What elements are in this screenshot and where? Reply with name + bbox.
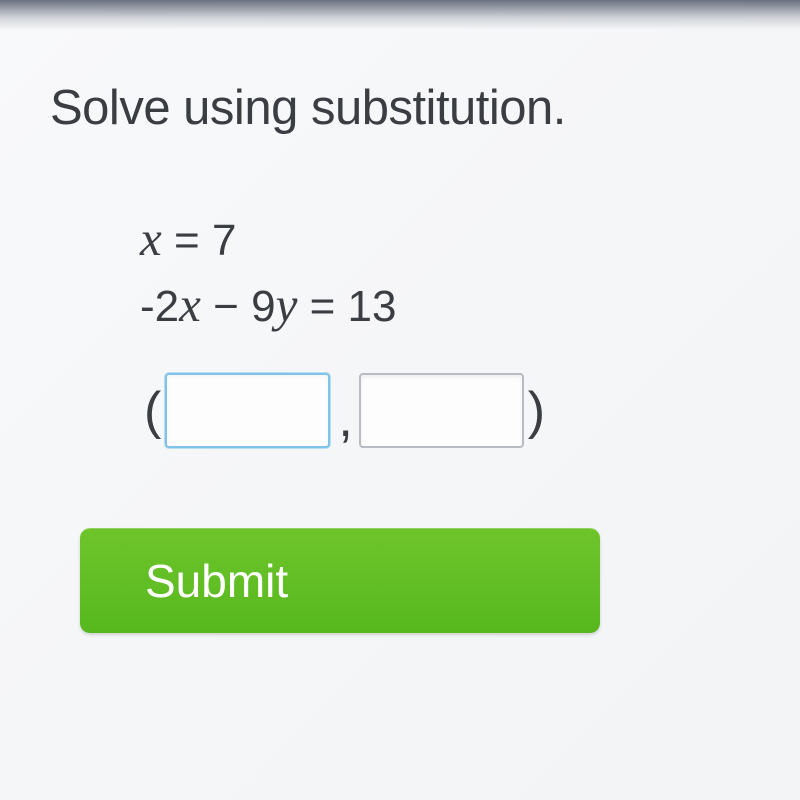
question-title: Solve using substitution. — [50, 80, 750, 136]
open-paren: ( — [140, 381, 165, 441]
eq2-var1: x — [179, 277, 201, 332]
eq2-coef2: 9 — [251, 282, 275, 331]
x-answer-input[interactable] — [165, 373, 330, 448]
answer-comma: , — [330, 391, 358, 448]
eq1-rhs: 7 — [212, 216, 236, 265]
eq1-equals: = — [174, 216, 200, 265]
eq2-rhs: 13 — [348, 282, 397, 331]
eq2-op: − — [213, 282, 239, 331]
y-answer-input[interactable] — [359, 373, 524, 448]
equation-2: -2x − 9y = 13 — [140, 272, 750, 338]
equations-block: x = 7 -2x − 9y = 13 — [140, 206, 750, 338]
answer-row: ( , ) — [140, 373, 750, 448]
submit-button[interactable]: Submit — [80, 528, 600, 633]
equation-1: x = 7 — [140, 206, 750, 272]
eq2-var2: y — [276, 277, 298, 332]
eq1-var: x — [140, 211, 162, 266]
eq2-equals: = — [310, 282, 336, 331]
eq2-coef1: -2 — [140, 282, 179, 331]
close-paren: ) — [524, 381, 549, 441]
